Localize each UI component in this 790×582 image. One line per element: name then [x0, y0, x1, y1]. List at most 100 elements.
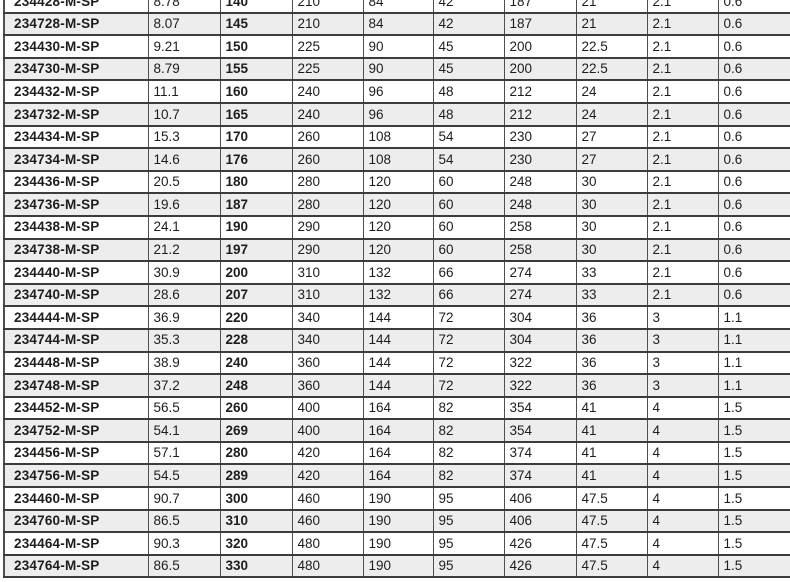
part-number-cell: 234448-M-SP: [4, 351, 149, 376]
value-cell: 260: [220, 396, 293, 421]
value-cell: 22.5: [576, 35, 648, 59]
value-cell: 1.5: [718, 464, 790, 489]
value-cell: 4: [647, 532, 719, 556]
value-cell: 0.6: [718, 35, 790, 59]
value-cell: 30: [576, 215, 648, 240]
value-cell: 30: [576, 193, 648, 217]
value-cell: 280: [292, 193, 364, 217]
value-cell: 42: [433, 12, 505, 37]
value-cell: 24.1: [148, 215, 221, 240]
value-cell: 8.07: [148, 12, 221, 37]
part-number-cell: 234748-M-SP: [4, 374, 149, 398]
value-cell: 95: [433, 509, 505, 534]
table-row: 234434-M-SP 15.3 170 260 108 54 230 27 2…: [4, 125, 790, 150]
value-cell: 3: [647, 374, 719, 398]
value-cell: 360: [292, 374, 364, 398]
part-number-cell: 234738-M-SP: [4, 238, 149, 263]
value-cell: 47.5: [576, 554, 648, 579]
part-number-cell: 234440-M-SP: [4, 261, 149, 285]
value-cell: 406: [504, 509, 577, 534]
value-cell: 41: [576, 441, 648, 466]
value-cell: 14.6: [148, 148, 221, 172]
value-cell: 36: [576, 351, 648, 376]
value-cell: 340: [292, 328, 364, 353]
value-cell: 420: [292, 464, 364, 489]
value-cell: 54: [433, 148, 505, 172]
table-row: 234752-M-SP 54.1 269 400 164 82 354 41 4…: [4, 419, 790, 443]
value-cell: 240: [292, 80, 364, 104]
value-cell: 4: [647, 419, 719, 443]
value-cell: 144: [363, 351, 434, 376]
table-row: 234456-M-SP 57.1 280 420 164 82 374 41 4…: [4, 441, 790, 466]
part-number-cell: 234732-M-SP: [4, 102, 149, 127]
part-number-cell: 234456-M-SP: [4, 441, 149, 466]
value-cell: 84: [363, 0, 434, 14]
value-cell: 225: [292, 35, 364, 59]
table-body: 234428-M-SP 8.78 140 210 84 42 187 21 2.…: [4, 0, 790, 579]
value-cell: 304: [504, 328, 577, 353]
part-number-cell: 234752-M-SP: [4, 419, 149, 443]
value-cell: 47.5: [576, 532, 648, 556]
value-cell: 66: [433, 261, 505, 285]
value-cell: 38.9: [148, 351, 221, 376]
table-row: 234438-M-SP 24.1 190 290 120 60 258 30 2…: [4, 215, 790, 240]
table-row: 234740-M-SP 28.6 207 310 132 66 274 33 2…: [4, 283, 790, 308]
value-cell: 322: [504, 351, 577, 376]
value-cell: 2.1: [647, 283, 719, 308]
value-cell: 360: [292, 351, 364, 376]
part-number-cell: 234452-M-SP: [4, 396, 149, 421]
value-cell: 248: [504, 170, 577, 195]
value-cell: 200: [220, 261, 293, 285]
value-cell: 269: [220, 419, 293, 443]
value-cell: 96: [363, 80, 434, 104]
value-cell: 21.2: [148, 238, 221, 263]
value-cell: 54.5: [148, 464, 221, 489]
value-cell: 47.5: [576, 487, 648, 511]
value-cell: 228: [220, 328, 293, 353]
value-cell: 11.1: [148, 80, 221, 104]
value-cell: 190: [363, 487, 434, 511]
value-cell: 20.5: [148, 170, 221, 195]
value-cell: 480: [292, 532, 364, 556]
value-cell: 140: [220, 0, 293, 14]
value-cell: 1.5: [718, 441, 790, 466]
value-cell: 72: [433, 328, 505, 353]
part-number-cell: 234438-M-SP: [4, 215, 149, 240]
table-row: 234448-M-SP 38.9 240 360 144 72 322 36 3…: [4, 351, 790, 376]
value-cell: 37.2: [148, 374, 221, 398]
value-cell: 47.5: [576, 509, 648, 534]
value-cell: 289: [220, 464, 293, 489]
value-cell: 8.78: [148, 0, 221, 14]
value-cell: 10.7: [148, 102, 221, 127]
value-cell: 4: [647, 554, 719, 579]
table-row: 234728-M-SP 8.07 145 210 84 42 187 21 2.…: [4, 12, 790, 37]
table-row: 234440-M-SP 30.9 200 310 132 66 274 33 2…: [4, 261, 790, 285]
value-cell: 60: [433, 193, 505, 217]
value-cell: 3: [647, 306, 719, 330]
table-row: 234452-M-SP 56.5 260 400 164 82 354 41 4…: [4, 396, 790, 421]
value-cell: 144: [363, 328, 434, 353]
part-number-cell: 234756-M-SP: [4, 464, 149, 489]
table-row: 234760-M-SP 86.5 310 460 190 95 406 47.5…: [4, 509, 790, 534]
part-number-cell: 234764-M-SP: [4, 554, 149, 579]
part-number-cell: 234730-M-SP: [4, 57, 149, 82]
table-row: 234464-M-SP 90.3 320 480 190 95 426 47.5…: [4, 532, 790, 556]
value-cell: 400: [292, 419, 364, 443]
value-cell: 120: [363, 215, 434, 240]
value-cell: 60: [433, 215, 505, 240]
part-number-cell: 234734-M-SP: [4, 148, 149, 172]
value-cell: 4: [647, 464, 719, 489]
value-cell: 164: [363, 464, 434, 489]
value-cell: 220: [220, 306, 293, 330]
value-cell: 240: [220, 351, 293, 376]
value-cell: 90.3: [148, 532, 221, 556]
value-cell: 225: [292, 57, 364, 82]
table-row: 234436-M-SP 20.5 180 280 120 60 248 30 2…: [4, 170, 790, 195]
value-cell: 374: [504, 441, 577, 466]
value-cell: 210: [292, 12, 364, 37]
part-number-cell: 234760-M-SP: [4, 509, 149, 534]
part-number-cell: 234744-M-SP: [4, 328, 149, 353]
value-cell: 2.1: [647, 0, 719, 14]
value-cell: 0.6: [718, 215, 790, 240]
value-cell: 30.9: [148, 261, 221, 285]
